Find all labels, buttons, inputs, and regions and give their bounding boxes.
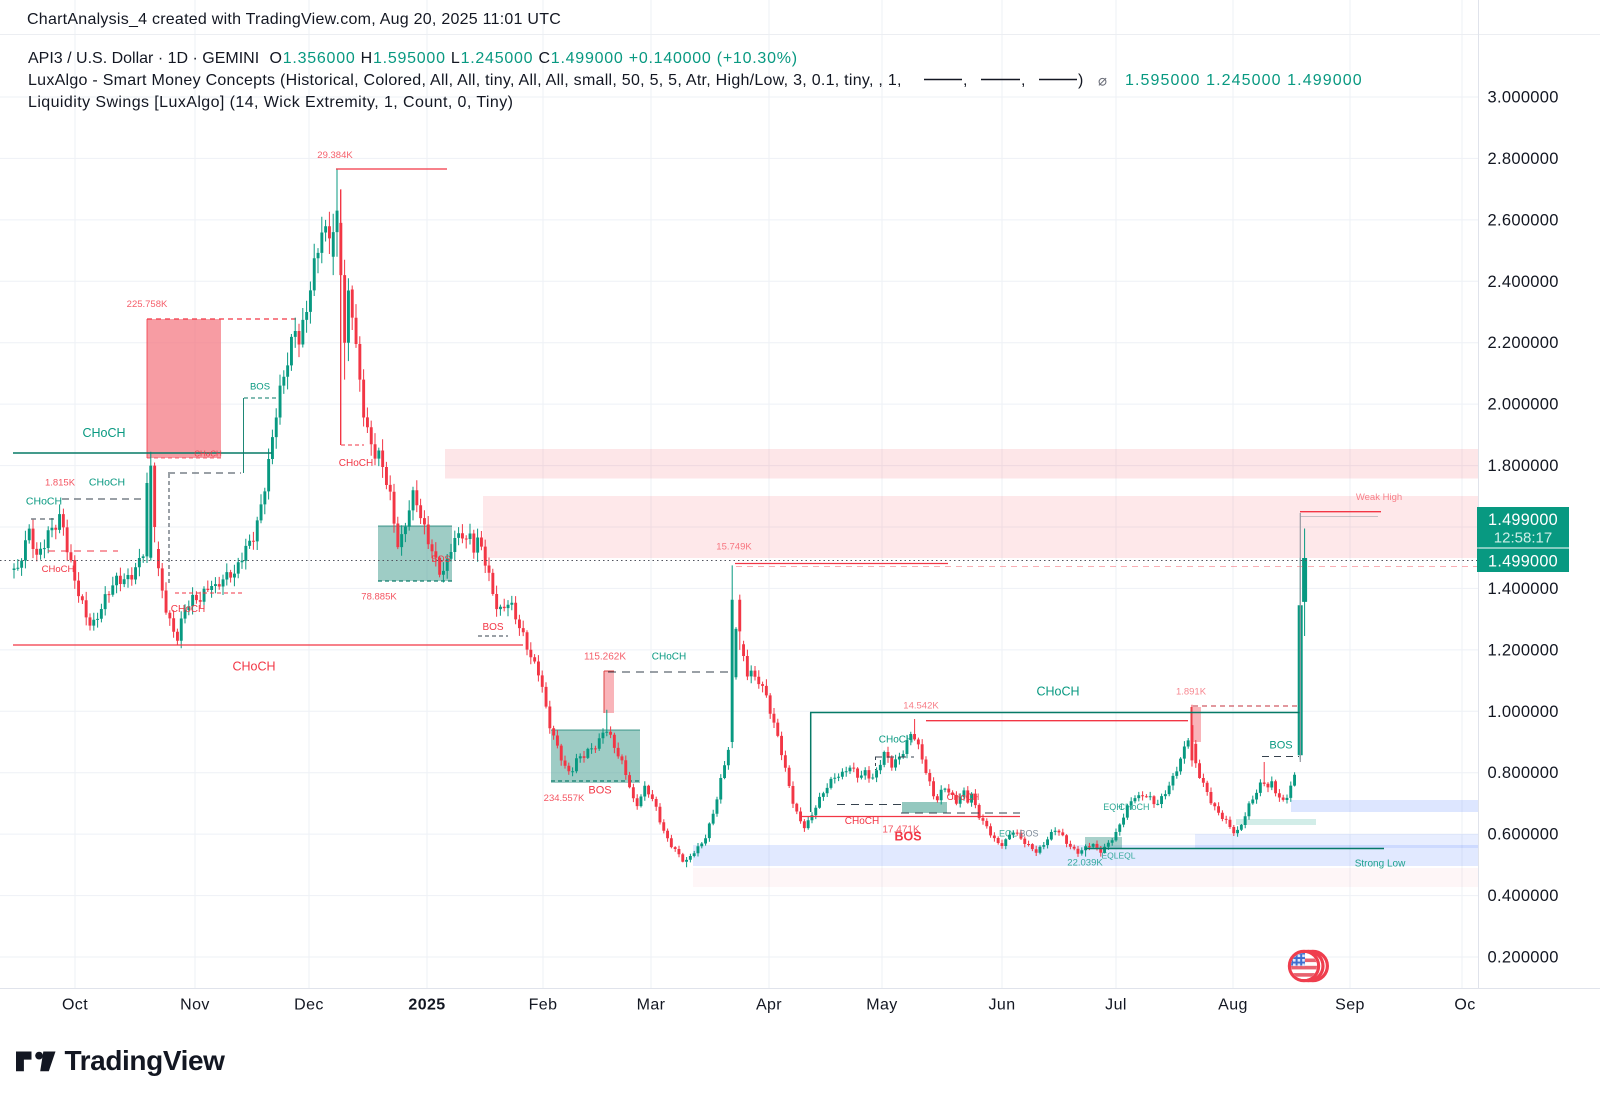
svg-text:2.200000: 2.200000 (1488, 334, 1559, 352)
svg-text:CHoCH: CHoCH (652, 652, 686, 663)
svg-text:CHoCH: CHoCH (232, 660, 275, 674)
svg-text:Liquidity Swings [LuxAlgo] (14: Liquidity Swings [LuxAlgo] (14, Wick Ext… (28, 94, 513, 111)
svg-text:,: , (1021, 72, 1025, 89)
svg-text:CHoCH: CHoCH (89, 477, 125, 489)
svg-text:BOS: BOS (431, 554, 450, 564)
svg-text:Jun: Jun (989, 997, 1016, 1014)
svg-text:1.000000: 1.000000 (1488, 703, 1559, 721)
svg-text:0.800000: 0.800000 (1488, 764, 1559, 782)
svg-text:29.384K: 29.384K (317, 150, 353, 161)
svg-text:Jul: Jul (1105, 997, 1127, 1014)
svg-text:ChartAnalysis_4 created with T: ChartAnalysis_4 created with TradingView… (27, 11, 561, 28)
svg-text:LuxAlgo - Smart Money Concepts: LuxAlgo - Smart Money Concepts (Historic… (28, 72, 902, 89)
svg-text:API3 / U.S. Dollar · 1D · GEMI: API3 / U.S. Dollar · 1D · GEMINI O1.3560… (28, 50, 798, 67)
svg-text:May: May (866, 997, 897, 1014)
svg-text:0.400000: 0.400000 (1488, 887, 1559, 905)
svg-text:78.885K: 78.885K (361, 592, 397, 603)
svg-text:234.557K: 234.557K (544, 793, 585, 804)
svg-text:2.400000: 2.400000 (1488, 273, 1559, 291)
svg-text:BOS: BOS (1269, 740, 1292, 752)
svg-text:Oc: Oc (1454, 997, 1475, 1014)
svg-text:14.542K: 14.542K (903, 701, 939, 712)
svg-text:Sep: Sep (1335, 997, 1365, 1014)
svg-text:2.000000: 2.000000 (1488, 396, 1559, 414)
svg-text:BOS: BOS (1019, 829, 1038, 839)
svg-text:BOS: BOS (894, 830, 921, 844)
svg-text:1.499000: 1.499000 (1488, 553, 1558, 571)
svg-text:TradingView: TradingView (65, 1045, 226, 1076)
svg-text:12:58:17: 12:58:17 (1494, 530, 1552, 547)
svg-text:3.000000: 3.000000 (1488, 89, 1559, 107)
svg-text:,: , (963, 72, 967, 89)
svg-text:225.758K: 225.758K (127, 299, 168, 310)
svg-text:115.262K: 115.262K (584, 652, 626, 663)
svg-text:15.749K: 15.749K (716, 542, 752, 553)
svg-text:CHoCH: CHoCH (879, 735, 913, 746)
svg-text:2.800000: 2.800000 (1488, 150, 1559, 168)
svg-text:Weak High: Weak High (1356, 492, 1402, 503)
svg-text:1.891K: 1.891K (1176, 687, 1207, 698)
svg-text:BOS: BOS (482, 622, 503, 633)
svg-text:22.039K: 22.039K (1067, 858, 1103, 869)
svg-text:CHoCH: CHoCH (339, 458, 373, 469)
svg-text:0.600000: 0.600000 (1488, 826, 1559, 844)
svg-text:0.200000: 0.200000 (1488, 949, 1559, 967)
svg-text:1.815K: 1.815K (45, 478, 76, 489)
svg-text:CHoCH: CHoCH (947, 792, 980, 803)
svg-text:2025: 2025 (408, 997, 445, 1014)
svg-text:CHoCH: CHoCH (1118, 802, 1149, 812)
svg-text:CHoCH: CHoCH (42, 564, 75, 575)
svg-text:CHoCH: CHoCH (26, 496, 62, 508)
svg-text:⌀: ⌀ (1098, 73, 1107, 90)
svg-text:Apr: Apr (756, 997, 782, 1014)
svg-text:Feb: Feb (529, 997, 558, 1014)
svg-text:CHoCH: CHoCH (82, 426, 125, 440)
svg-text:1.499000: 1.499000 (1488, 511, 1558, 529)
svg-text:EQH: EQH (1103, 802, 1123, 812)
svg-text:Mar: Mar (637, 997, 666, 1014)
svg-text:1.595000 1.245000 1.499000: 1.595000 1.245000 1.499000 (1125, 72, 1363, 89)
svg-text:Oct: Oct (62, 997, 88, 1014)
svg-text:BOS: BOS (250, 382, 270, 393)
svg-text:Dec: Dec (294, 997, 324, 1014)
svg-text:1.200000: 1.200000 (1488, 641, 1559, 659)
svg-text:BOS: BOS (588, 785, 611, 797)
svg-text:CHoCH: CHoCH (1036, 685, 1079, 699)
svg-text:17.471K: 17.471K (882, 825, 920, 836)
svg-text:CHoCH: CHoCH (845, 816, 879, 827)
svg-text:Nov: Nov (180, 997, 210, 1014)
svg-text:2.600000: 2.600000 (1488, 211, 1559, 229)
svg-text:1.800000: 1.800000 (1488, 457, 1559, 475)
svg-text:): ) (1078, 72, 1083, 89)
svg-text:EQL: EQL (1101, 851, 1118, 861)
svg-text:EQL: EQL (1118, 851, 1135, 861)
svg-text:Strong Low: Strong Low (1355, 859, 1406, 870)
svg-text:Aug: Aug (1218, 997, 1248, 1014)
svg-text:CHoCH: CHoCH (194, 450, 222, 459)
svg-text:EQL: EQL (999, 829, 1017, 839)
svg-text:CHoCH: CHoCH (171, 604, 205, 615)
svg-text:1.400000: 1.400000 (1488, 580, 1559, 598)
